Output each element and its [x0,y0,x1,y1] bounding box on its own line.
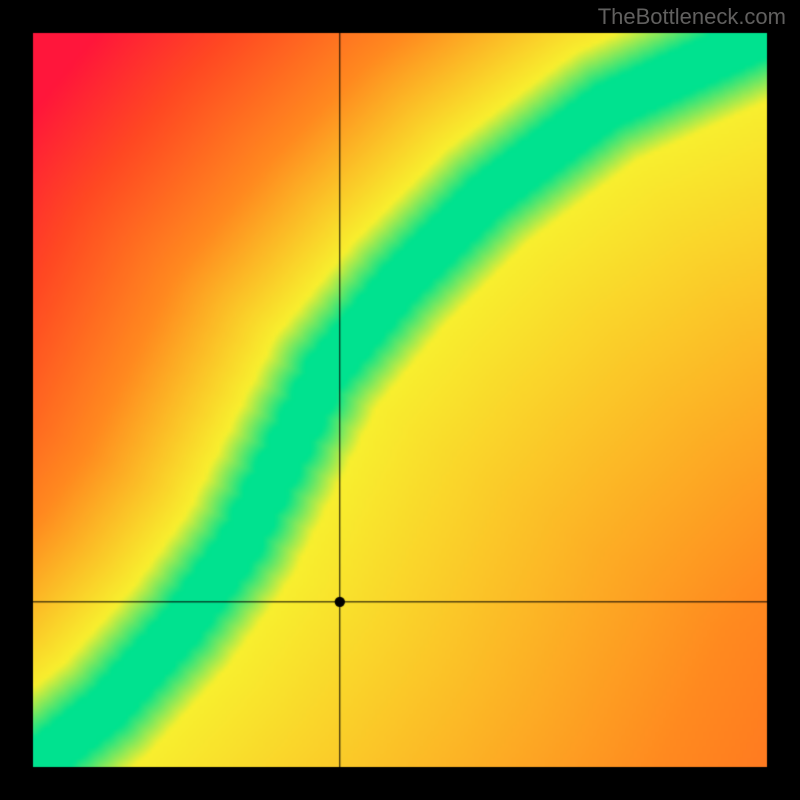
watermark-text: TheBottleneck.com [598,4,786,30]
bottleneck-heatmap-canvas [0,0,800,800]
